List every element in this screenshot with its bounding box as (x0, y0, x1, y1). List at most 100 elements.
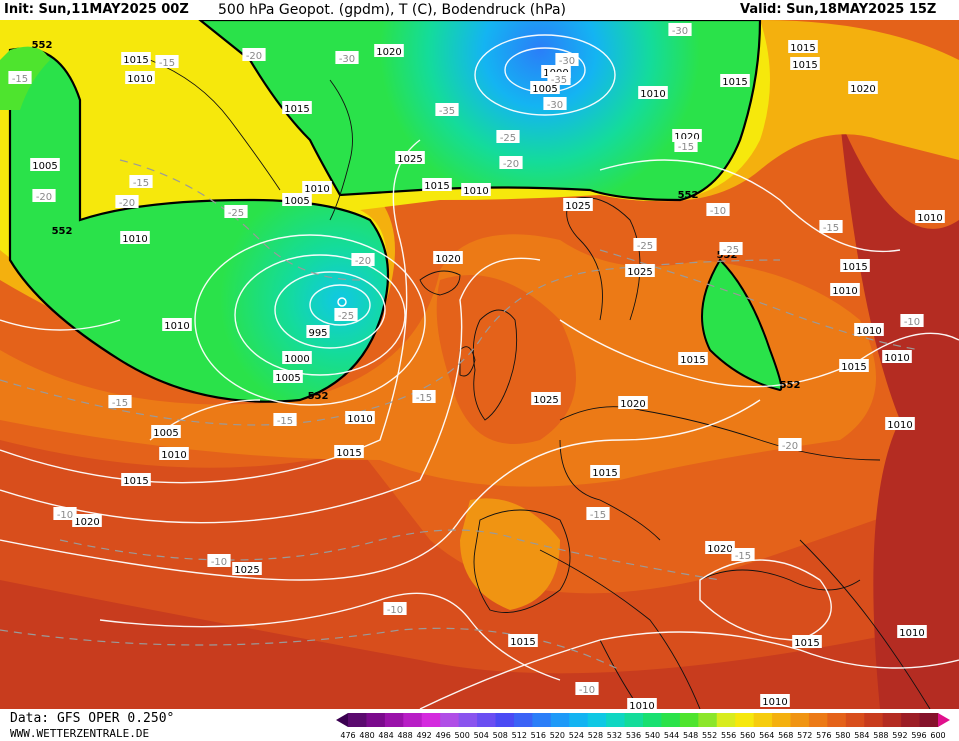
temperature-label: -15 (155, 55, 179, 69)
low-center-marker (337, 297, 347, 307)
colorbar-cells (336, 713, 950, 727)
isobar-label-bg (422, 178, 452, 191)
isobar-label-bg (792, 635, 822, 648)
isobar-label-text: 1015 (792, 60, 817, 71)
isobar-label: 1010 (120, 231, 150, 245)
temperature-label-text: -15 (133, 178, 149, 189)
isobar-label-bg (882, 350, 912, 363)
temperature-label-text: -35 (439, 106, 455, 117)
temperature-label-bg (273, 413, 297, 426)
temperature-label-text: -20 (503, 159, 519, 170)
isobar-label: 1010 (897, 625, 927, 639)
isobar-label-bg (760, 694, 790, 707)
isobar-label: 1005 (282, 193, 312, 207)
isobar-label-text: 1015 (680, 355, 705, 366)
temperature-label-text: -20 (36, 192, 52, 203)
isobar-label-bg (162, 318, 192, 331)
isobar-label: 995 (306, 325, 330, 339)
temperature-label: -20 (778, 438, 802, 452)
isobar-label: 1025 (531, 392, 561, 406)
temperature-label-bg (108, 395, 132, 408)
temperature-label: -15 (586, 507, 610, 521)
isobar-label-text: 1010 (640, 89, 665, 100)
colorbar-tick-label: 516 (531, 731, 546, 740)
isobar-label-text: 1015 (510, 637, 535, 648)
isobar-label-text: 1010 (127, 74, 152, 85)
temperature-label: -20 (32, 189, 56, 203)
colorbar-tick-label: 556 (721, 731, 736, 740)
colorbar-cell (661, 713, 681, 727)
temperature-label-bg (53, 507, 77, 520)
temperature-label-bg (412, 390, 436, 403)
colorbar-tick-label: 540 (645, 731, 660, 740)
isobar-label: 1020 (705, 541, 735, 555)
colorbar-cell (550, 713, 570, 727)
isobar-label-text: 1010 (832, 286, 857, 297)
isobar-label: 1010 (638, 86, 668, 100)
isobar-label-bg (302, 181, 332, 194)
colorbar-cell (458, 713, 478, 727)
isobar-label-text: 1025 (533, 395, 558, 406)
isobar-label-bg (531, 392, 561, 405)
temperature-label-text: -30 (672, 26, 688, 37)
isobar-label: 1020 (672, 129, 702, 143)
colorbar-cell (440, 713, 460, 727)
colorbar-cell (845, 713, 865, 727)
field-iberia (460, 498, 560, 610)
isobar-label: 1015 (840, 259, 870, 273)
isobar-label-bg (627, 698, 657, 709)
colorbar-tick-label: 496 (436, 731, 451, 740)
temperature-label-bg (778, 438, 802, 451)
temperature-label: -10 (53, 507, 77, 521)
temperature-label-bg (32, 189, 56, 202)
colorbar-cell (366, 713, 386, 727)
temperature-label-bg (674, 139, 698, 152)
temperature-label: -10 (207, 554, 231, 568)
isobar-lines (0, 34, 959, 709)
temperature-label: -30 (335, 51, 359, 65)
isobar-label-bg (121, 473, 151, 486)
isobar-label: 1020 (72, 514, 102, 528)
isobar-label: 1015 (334, 445, 364, 459)
temperature-label: -25 (719, 242, 743, 256)
temperature-label: -15 (8, 71, 32, 85)
colorbar-cell (624, 713, 644, 727)
colorbar-tick-label: 544 (664, 731, 679, 740)
isobar-label-text: 1005 (275, 373, 300, 384)
isobar-label: 1015 (590, 465, 620, 479)
data-source: Data: GFS OPER 0.250° (10, 711, 175, 726)
isobar-label-bg (282, 351, 312, 364)
isobar-label-text: 1025 (627, 267, 652, 278)
colorbar-cell (698, 713, 718, 727)
temperature-label-text: -10 (579, 685, 595, 696)
isobar-label-text: 1020 (74, 517, 99, 528)
contour-552-label: 552 (717, 250, 738, 261)
colorbar-tick-label: 528 (588, 731, 603, 740)
temperature-label: -15 (129, 175, 153, 189)
colorbar-tick-label: 520 (550, 731, 565, 740)
temperature-label-text: -10 (904, 317, 920, 328)
isobar-label-text: 1010 (899, 628, 924, 639)
temperature-label-text: -15 (735, 551, 751, 562)
temperature-label: -20 (351, 253, 375, 267)
isobar-label-text: 1010 (762, 697, 787, 708)
map-title: 500 hPa Geopot. (gpdm), T (C), Bodendruc… (218, 2, 566, 18)
colorbar-cell (403, 713, 423, 727)
colorbar-tick-label: 576 (816, 731, 831, 740)
temperature-label-text: -15 (416, 393, 432, 404)
isobar-labels: 1015101010201000100510101015102010151020… (30, 40, 945, 709)
colorbar-start-arrow (336, 713, 348, 727)
isobar-label: 1010 (885, 417, 915, 431)
isobar-label-text: 1005 (153, 428, 178, 439)
temperature-label-bg (633, 238, 657, 251)
colorbar-tick-label: 536 (626, 731, 641, 740)
isobar-label-bg (720, 74, 750, 87)
isobar-label-bg (374, 44, 404, 57)
temperature-label-text: -30 (559, 56, 575, 67)
colorbar-cell (753, 713, 773, 727)
isobar-label-text: 1015 (790, 43, 815, 54)
isobar-label-bg (282, 193, 312, 206)
field-central (0, 234, 876, 487)
colorbar-tick-label: 476 (340, 731, 355, 740)
